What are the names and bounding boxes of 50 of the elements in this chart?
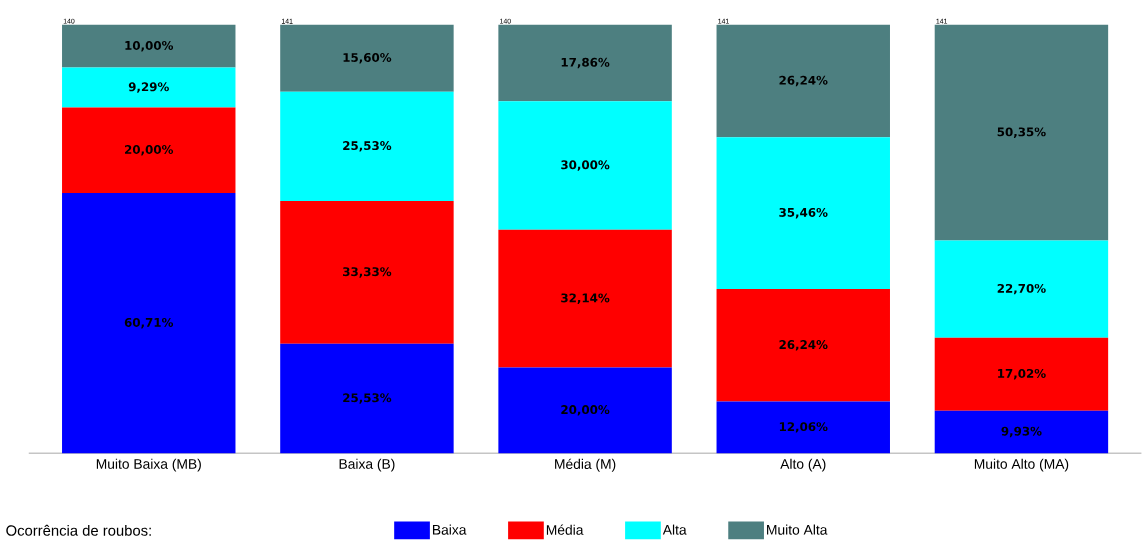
data-label: 17,02% [998, 368, 1046, 380]
bar [280, 343, 454, 454]
legend-label: Muito Alta [767, 524, 828, 535]
data-label: 17,86% [561, 57, 610, 69]
bar [934, 337, 1109, 411]
data-label: 35,46% [779, 207, 828, 219]
data-label: 32,14% [561, 293, 610, 304]
data-label: 9,93% [1001, 426, 1042, 437]
bar [716, 288, 890, 402]
x-tick-label: Muito Baixa (MB) [96, 458, 201, 472]
bar [280, 24, 454, 92]
data-label: 12,06% [779, 421, 828, 433]
bar [716, 24, 890, 138]
data-label: 9,29% [128, 82, 169, 93]
bar [62, 67, 236, 108]
bar [934, 24, 1109, 241]
data-label: 10,00% [125, 40, 174, 52]
data-label: 50,35% [997, 127, 1046, 138]
bar [498, 229, 672, 368]
bar [498, 367, 672, 454]
data-label: 20,00% [125, 144, 174, 156]
bar [280, 91, 454, 201]
legend-label: Alta [662, 524, 687, 535]
x-tick-label: Baixa (B) [339, 458, 395, 472]
data-label: 30,00% [561, 160, 610, 171]
bar [498, 101, 672, 230]
data-label: 15,60% [343, 52, 392, 64]
bar [62, 24, 236, 68]
legend-label: Baixa [432, 524, 467, 535]
data-label: 20,00% [561, 404, 610, 416]
bar [62, 192, 236, 454]
legend-label: Média [546, 524, 584, 535]
x-tick-label: Alto (A) [780, 458, 826, 472]
bar [716, 401, 890, 454]
bar [280, 200, 454, 344]
bar [716, 137, 890, 289]
legend-title: Ocorrência de roubos: [6, 524, 151, 536]
data-label: 26,24% [779, 75, 828, 87]
data-label: 33,33% [343, 267, 392, 278]
x-tick-label: Muito Alto (MA) [974, 458, 1069, 472]
x-tick-label: Média (M) [555, 458, 616, 472]
data-label: 22,70% [997, 283, 1046, 295]
bar [498, 24, 672, 102]
data-label: 60,71% [124, 317, 174, 329]
data-label: 26,24% [779, 339, 828, 351]
bar [934, 240, 1109, 338]
bar [62, 107, 236, 193]
bar [934, 410, 1109, 454]
data-label: 25,53% [343, 393, 392, 404]
data-label: 25,53% [343, 140, 392, 152]
